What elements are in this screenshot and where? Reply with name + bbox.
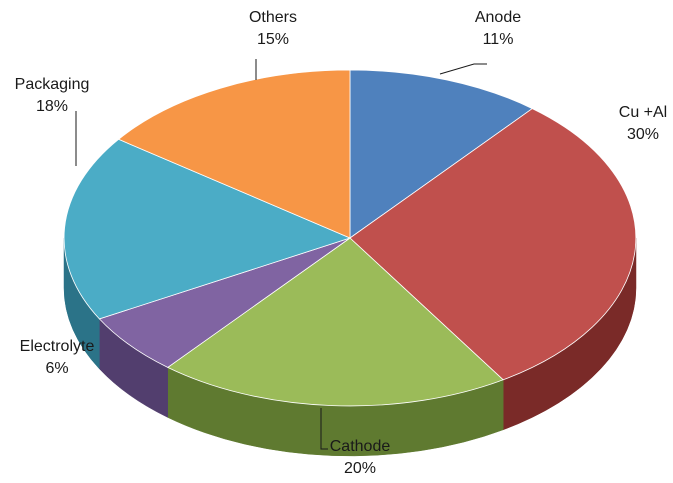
slice-label-cathode: Cathode (330, 438, 391, 455)
slice-value-packaging: 18% (36, 98, 68, 115)
slice-label-packaging: Packaging (15, 76, 90, 93)
slice-value-anode: 11% (483, 31, 514, 48)
slice-value-cathode: 20% (344, 460, 376, 477)
slice-value-electrolyte: 6% (45, 360, 68, 377)
slice-label-others: Others (249, 9, 297, 26)
slice-value-others: 15% (257, 31, 289, 48)
pie-tops (64, 70, 636, 406)
slice-label-anode: Anode (475, 9, 521, 26)
leader-line-anode (440, 64, 487, 74)
slice-label-cu-al: Cu +Al (619, 104, 667, 121)
slice-value-cu-al: 30% (627, 126, 659, 143)
slice-label-electrolyte: Electrolyte (20, 338, 95, 355)
